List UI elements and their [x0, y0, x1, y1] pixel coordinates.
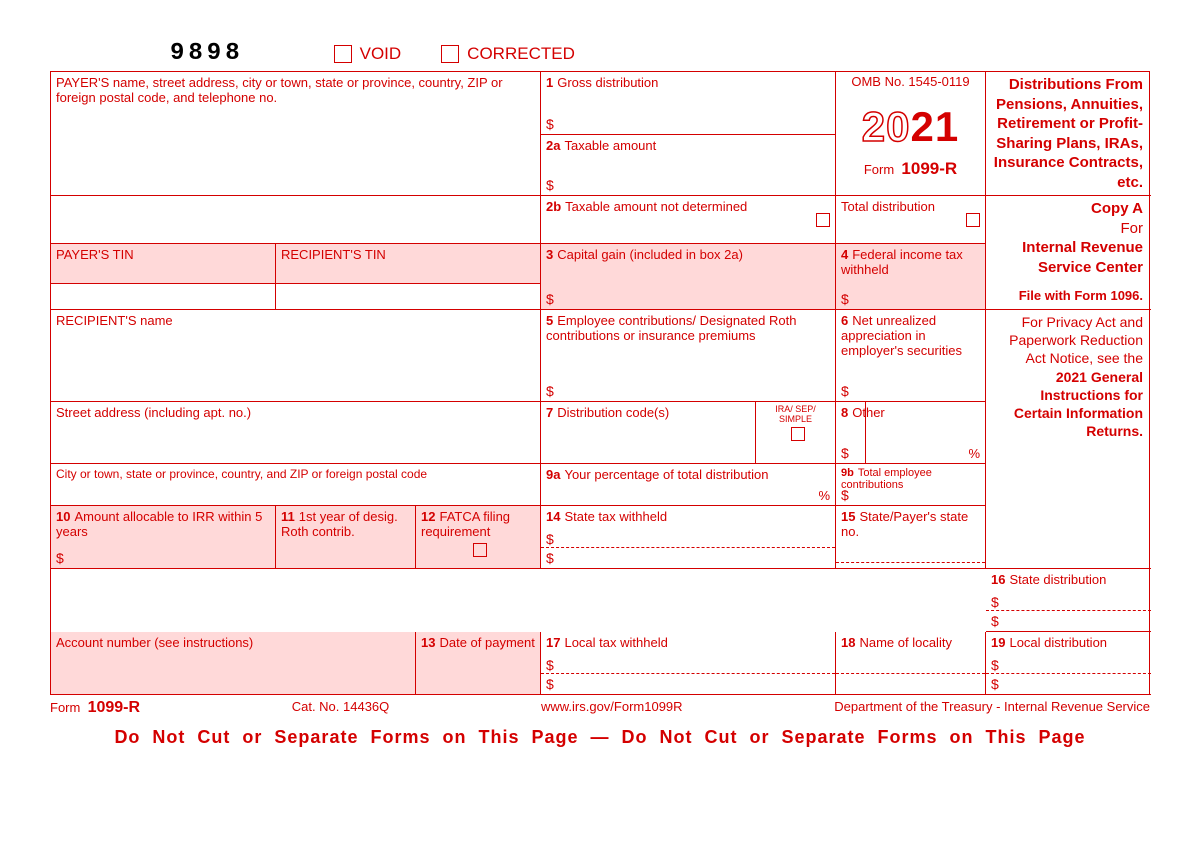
- recipient-tin-blank: [276, 284, 541, 310]
- payer-tin[interactable]: PAYER'S TIN: [51, 244, 276, 284]
- recipient-tin[interactable]: RECIPIENT'S TIN: [276, 244, 541, 284]
- copy-a-cell: Copy A For Internal Revenue Service Cent…: [986, 196, 1151, 310]
- checkbox-icon[interactable]: [791, 427, 805, 441]
- payer-tin-blank: [51, 284, 276, 310]
- box-2b-left[interactable]: 2bTaxable amount not determined: [541, 196, 836, 244]
- payer-info-field[interactable]: PAYER'S name, street address, city or to…: [51, 72, 541, 196]
- void-checkbox[interactable]: VOID: [334, 44, 402, 64]
- box-19[interactable]: 19Local distribution $ $: [986, 632, 1151, 695]
- box-2b-right[interactable]: Total distribution: [836, 196, 986, 244]
- footer-dept: Department of the Treasury - Internal Re…: [834, 699, 1150, 717]
- box-8-pct[interactable]: %: [866, 402, 986, 464]
- payer-info-label: PAYER'S name, street address, city or to…: [56, 75, 503, 105]
- box-9a[interactable]: 9aYour percentage of total distribution …: [541, 464, 836, 506]
- corrected-checkbox[interactable]: CORRECTED: [441, 44, 575, 64]
- street-address[interactable]: Street address (including apt. no.): [51, 402, 541, 464]
- box-17[interactable]: 17Local tax withheld $ $: [541, 632, 836, 695]
- year-prefix: 20: [862, 103, 911, 150]
- footer: Form 1099-R Cat. No. 14436Q www.irs.gov/…: [50, 695, 1150, 721]
- year-suffix: 21: [911, 103, 960, 150]
- box-9b[interactable]: 9bTotal employee contributions $: [836, 464, 986, 506]
- box-5[interactable]: 5Employee contributions/ Designated Roth…: [541, 310, 836, 402]
- form-1099r: 9898 VOID CORRECTED PAYER'S name, street…: [50, 40, 1150, 748]
- box-3[interactable]: 3Capital gain (included in box 2a): [541, 244, 836, 284]
- footer-url: www.irs.gov/Form1099R: [541, 699, 683, 717]
- box-15[interactable]: 15State/Payer's state no.: [836, 506, 986, 569]
- do-not-cut-warning: Do Not Cut or Separate Forms on This Pag…: [50, 727, 1150, 748]
- box-4-value[interactable]: $: [836, 284, 986, 310]
- form-grid: PAYER'S name, street address, city or to…: [50, 71, 1150, 695]
- city-address[interactable]: City or town, state or province, country…: [51, 464, 541, 506]
- omb-year-cell: OMB No. 1545-0119 2021 Form 1099-R: [836, 72, 986, 196]
- form-title: Distributions From Pensions, Annuities, …: [986, 72, 1151, 196]
- form-code: 9898: [170, 40, 244, 67]
- box-10[interactable]: 10Amount allocable to IRR within 5 years…: [51, 506, 276, 569]
- box-1[interactable]: 1Gross distribution $: [541, 72, 836, 135]
- ira-sep-simple[interactable]: IRA/ SEP/ SIMPLE: [756, 402, 836, 464]
- box-8[interactable]: 8Other $: [836, 402, 866, 464]
- box-11[interactable]: 111st year of desig. Roth contrib.: [276, 506, 416, 569]
- privacy-notice: For Privacy Act and Paperwork Reduction …: [986, 310, 1151, 569]
- checkbox-icon[interactable]: [816, 213, 830, 227]
- footer-form: Form 1099-R: [50, 699, 140, 717]
- box-12[interactable]: 12FATCA filing requirement: [416, 506, 541, 569]
- recipient-name[interactable]: RECIPIENT'S name: [51, 310, 541, 402]
- box-18[interactable]: 18Name of locality: [836, 632, 986, 695]
- omb-number: OMB No. 1545-0119: [841, 74, 980, 89]
- box-3-value[interactable]: $: [541, 284, 836, 310]
- box-16[interactable]: 16State distribution $ $: [986, 569, 1151, 632]
- checkbox-icon[interactable]: [966, 213, 980, 227]
- checkbox-icon[interactable]: [473, 543, 487, 557]
- box-6[interactable]: 6Net unrealized appreciation in employer…: [836, 310, 986, 402]
- box-13[interactable]: 13Date of payment: [416, 632, 541, 695]
- box-7[interactable]: 7Distribution code(s): [541, 402, 756, 464]
- payer-info-continuation: [51, 196, 541, 244]
- form-name: Form 1099-R: [841, 159, 980, 179]
- box-2a[interactable]: 2aTaxable amount $: [541, 135, 836, 196]
- account-number[interactable]: Account number (see instructions): [51, 632, 416, 695]
- box-14[interactable]: 14State tax withheld $ $: [541, 506, 836, 569]
- checkbox-icon: [334, 45, 352, 63]
- box-4[interactable]: 4Federal income tax withheld: [836, 244, 986, 284]
- footer-cat: Cat. No. 14436Q: [292, 699, 390, 717]
- checkbox-icon: [441, 45, 459, 63]
- file-with-label: File with Form 1096.: [1019, 288, 1143, 305]
- top-row: 9898 VOID CORRECTED: [170, 40, 1150, 67]
